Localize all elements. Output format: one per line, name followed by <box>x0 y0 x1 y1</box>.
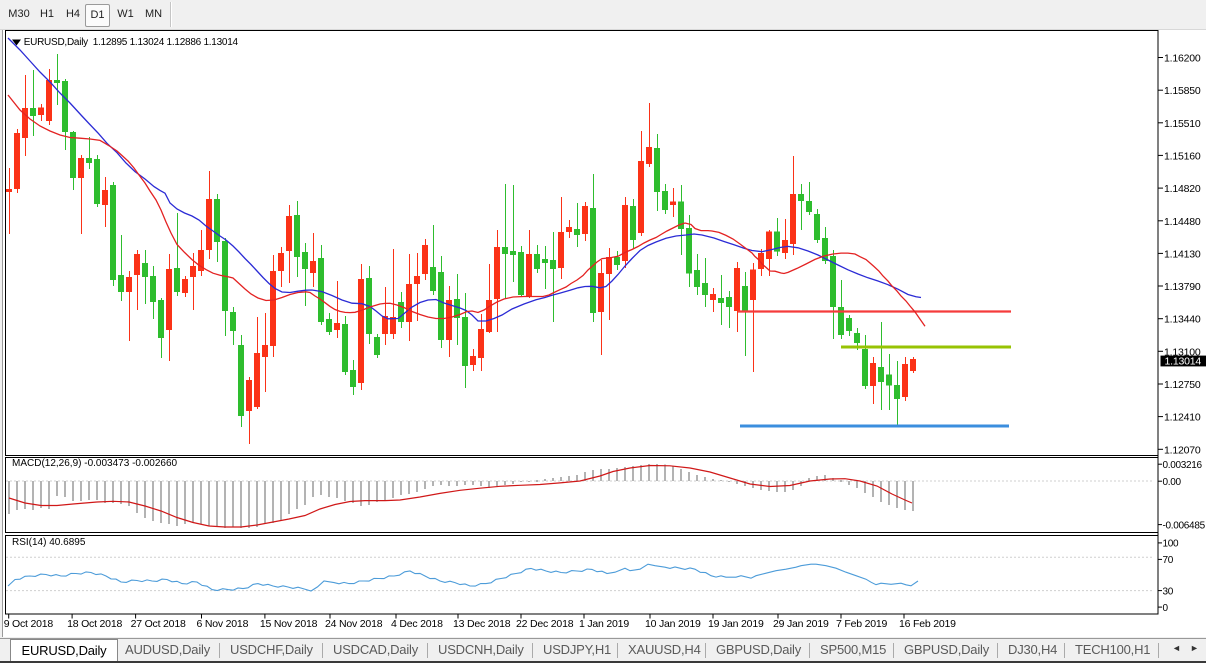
svg-text:22 Dec 2018: 22 Dec 2018 <box>516 618 574 630</box>
svg-text:6 Nov 2018: 6 Nov 2018 <box>197 618 249 630</box>
svg-text:13 Dec 2018: 13 Dec 2018 <box>453 618 511 630</box>
svg-text:1.13014: 1.13014 <box>1165 355 1202 367</box>
svg-text:1.15850: 1.15850 <box>1164 85 1201 97</box>
svg-text:1.15510: 1.15510 <box>1164 118 1201 130</box>
svg-text:1.14820: 1.14820 <box>1164 183 1201 195</box>
svg-text:0: 0 <box>1163 603 1169 614</box>
svg-text:1 Jan 2019: 1 Jan 2019 <box>579 618 629 630</box>
svg-text:70: 70 <box>1163 555 1174 566</box>
svg-text:RSI(14) 40.6895: RSI(14) 40.6895 <box>12 537 86 548</box>
svg-text:1.12070: 1.12070 <box>1164 444 1201 456</box>
svg-text:MACD(12,26,9) -0.003473 -0.002: MACD(12,26,9) -0.003473 -0.002660 <box>12 458 178 469</box>
svg-text:7 Feb 2019: 7 Feb 2019 <box>836 618 887 630</box>
svg-text:-0.006485: -0.006485 <box>1163 520 1206 531</box>
svg-text:1.15160: 1.15160 <box>1164 150 1201 162</box>
svg-text:18 Oct 2018: 18 Oct 2018 <box>67 618 122 630</box>
svg-text:1.13440: 1.13440 <box>1164 314 1201 326</box>
svg-text:0.00: 0.00 <box>1163 477 1182 488</box>
svg-text:EURUSD,Daily: EURUSD,Daily <box>24 37 88 48</box>
svg-text:1.14130: 1.14130 <box>1164 248 1201 260</box>
svg-text:16 Feb 2019: 16 Feb 2019 <box>899 618 956 630</box>
svg-text:1.13790: 1.13790 <box>1164 281 1201 293</box>
svg-text:19 Jan 2019: 19 Jan 2019 <box>708 618 764 630</box>
svg-text:29 Jan 2019: 29 Jan 2019 <box>773 618 829 630</box>
svg-text:9 Oct 2018: 9 Oct 2018 <box>4 618 54 630</box>
svg-text:27 Oct 2018: 27 Oct 2018 <box>131 618 186 630</box>
svg-text:1.12750: 1.12750 <box>1164 379 1201 391</box>
svg-text:1.12410: 1.12410 <box>1164 412 1201 424</box>
svg-text:1.12895 1.13024 1.12886 1.1301: 1.12895 1.13024 1.12886 1.13014 <box>93 37 239 48</box>
svg-text:1.14480: 1.14480 <box>1164 216 1201 228</box>
svg-text:0.003216: 0.003216 <box>1163 460 1203 471</box>
svg-text:10 Jan 2019: 10 Jan 2019 <box>645 618 701 630</box>
svg-text:15 Nov 2018: 15 Nov 2018 <box>260 618 318 630</box>
svg-text:24 Nov 2018: 24 Nov 2018 <box>325 618 383 630</box>
svg-text:1.13100: 1.13100 <box>1164 346 1201 358</box>
svg-text:4 Dec 2018: 4 Dec 2018 <box>391 618 443 630</box>
svg-text:30: 30 <box>1163 586 1174 597</box>
svg-text:100: 100 <box>1163 539 1180 550</box>
svg-text:1.16200: 1.16200 <box>1164 53 1201 65</box>
